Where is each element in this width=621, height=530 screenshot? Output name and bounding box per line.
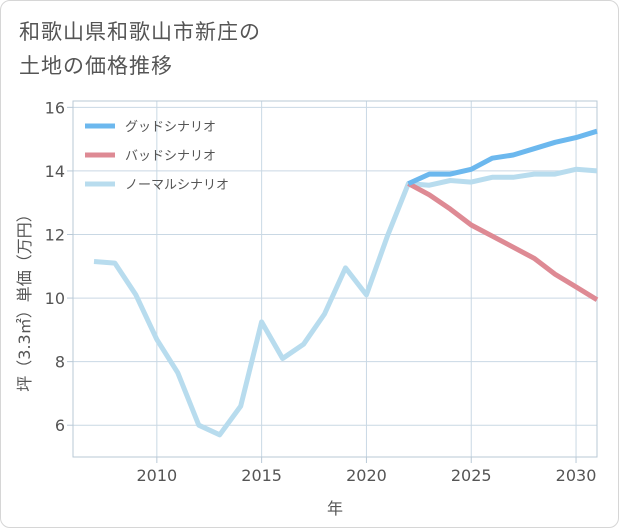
x-tick-label: 2025 xyxy=(451,466,492,485)
y-axis-title: 坪（3.3㎡）単価（万円） xyxy=(15,206,34,391)
x-tick-label: 2030 xyxy=(556,466,597,485)
x-tick-label: 2015 xyxy=(241,466,282,485)
chart-title: 和歌山県和歌山市新庄の 土地の価格推移 xyxy=(19,15,261,83)
tick-labels: 6 8 10 12 14 16 2010 2015 2020 2025 2030 xyxy=(45,98,597,485)
legend-label: グッドシナリオ xyxy=(125,120,216,135)
series-line-2 xyxy=(93,166,598,438)
y-tick-label: 6 xyxy=(55,416,65,435)
grid-lines xyxy=(73,101,597,457)
series-line-1 xyxy=(407,181,599,302)
y-tick-label: 8 xyxy=(55,353,65,372)
series-lines xyxy=(93,128,599,438)
x-axis-title: 年 xyxy=(327,499,343,518)
y-tick-label: 10 xyxy=(45,289,65,308)
y-tick-label: 12 xyxy=(45,226,65,245)
y-tick-label: 16 xyxy=(45,98,65,117)
x-tick-label: 2010 xyxy=(136,466,177,485)
legend-label: バッドシナリオ xyxy=(125,149,216,164)
legend-label: ノーマルシナリオ xyxy=(125,178,229,193)
x-tick-label: 2020 xyxy=(346,466,387,485)
series-line-0 xyxy=(407,128,598,186)
chart-title-line-1: 和歌山県和歌山市新庄の xyxy=(19,20,261,44)
y-tick-label: 14 xyxy=(45,162,65,181)
chart-title-line-2: 土地の価格推移 xyxy=(19,54,173,78)
axes xyxy=(67,100,598,463)
plot-frame xyxy=(72,100,598,458)
